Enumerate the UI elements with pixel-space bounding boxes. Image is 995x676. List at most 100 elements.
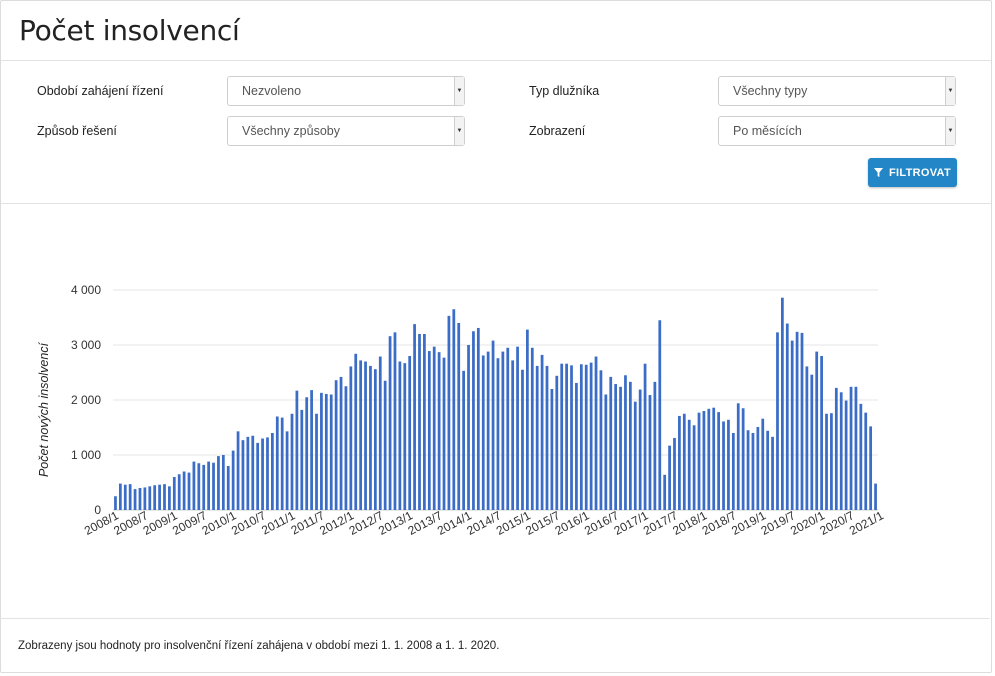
bar[interactable] — [491, 340, 495, 510]
bar[interactable] — [138, 488, 142, 510]
bar[interactable] — [221, 455, 225, 510]
bar[interactable] — [501, 351, 505, 510]
bar[interactable] — [128, 484, 132, 510]
bar[interactable] — [359, 360, 363, 510]
bar[interactable] — [285, 431, 289, 510]
bar[interactable] — [476, 327, 480, 510]
bar[interactable] — [697, 412, 701, 510]
bar[interactable] — [118, 483, 122, 510]
bar[interactable] — [550, 389, 554, 510]
bar[interactable] — [687, 419, 691, 510]
bar[interactable] — [462, 370, 465, 510]
bar[interactable] — [766, 430, 770, 510]
bar[interactable] — [545, 365, 549, 510]
bar[interactable] — [393, 332, 397, 510]
bar[interactable] — [584, 364, 588, 510]
bar[interactable] — [369, 365, 372, 510]
bar[interactable] — [785, 323, 789, 510]
bar[interactable] — [825, 413, 828, 510]
bar[interactable] — [364, 361, 367, 511]
bar[interactable] — [619, 386, 622, 510]
bar[interactable] — [692, 425, 696, 510]
bar[interactable] — [589, 362, 593, 510]
bar[interactable] — [202, 464, 206, 510]
bar[interactable] — [776, 332, 779, 510]
bar[interactable] — [148, 486, 152, 510]
bar[interactable] — [457, 323, 461, 510]
bar[interactable] — [599, 370, 603, 510]
bar[interactable] — [246, 436, 250, 510]
bar[interactable] — [168, 486, 171, 510]
bar[interactable] — [447, 315, 451, 510]
bar[interactable] — [261, 438, 264, 511]
bar[interactable] — [383, 380, 387, 510]
bar[interactable] — [834, 387, 838, 510]
bar[interactable] — [815, 351, 819, 510]
bar[interactable] — [643, 363, 647, 510]
display-select[interactable]: Po měsících ▼ — [718, 116, 956, 146]
bar[interactable] — [442, 357, 446, 510]
bar[interactable] — [565, 363, 568, 510]
period-select[interactable]: Nezvoleno ▼ — [227, 76, 465, 106]
bar[interactable] — [830, 413, 833, 510]
filter-button[interactable]: FILTROVAT — [868, 158, 957, 187]
bar[interactable] — [226, 466, 230, 510]
bar[interactable] — [849, 386, 853, 510]
bar[interactable] — [251, 435, 255, 510]
bar[interactable] — [290, 413, 294, 510]
bar[interactable] — [633, 401, 637, 510]
bar[interactable] — [800, 332, 804, 510]
bar[interactable] — [187, 472, 191, 510]
bar[interactable] — [158, 484, 161, 510]
bar[interactable] — [349, 366, 353, 510]
bar[interactable] — [555, 375, 559, 510]
bar[interactable] — [648, 395, 652, 510]
bar[interactable] — [673, 437, 676, 510]
bar[interactable] — [535, 365, 539, 510]
bar[interactable] — [624, 375, 627, 510]
bar[interactable] — [320, 392, 323, 510]
bar[interactable] — [305, 397, 309, 510]
bar[interactable] — [579, 364, 583, 510]
bar[interactable] — [790, 340, 794, 510]
bar[interactable] — [403, 363, 407, 510]
bar[interactable] — [486, 351, 490, 510]
bar[interactable] — [717, 412, 720, 510]
bar[interactable] — [114, 496, 117, 510]
bar[interactable] — [702, 411, 706, 510]
bar[interactable] — [418, 334, 421, 510]
bar[interactable] — [638, 389, 642, 510]
bar[interactable] — [192, 461, 196, 510]
bar[interactable] — [310, 390, 313, 510]
bar[interactable] — [324, 393, 328, 510]
bar[interactable] — [575, 382, 578, 510]
bar[interactable] — [751, 433, 755, 510]
bar[interactable] — [540, 354, 544, 510]
bar[interactable] — [212, 462, 215, 510]
bar[interactable] — [271, 433, 274, 510]
bar[interactable] — [839, 392, 843, 510]
bar[interactable] — [339, 376, 343, 510]
bar[interactable] — [437, 352, 441, 510]
bar[interactable] — [295, 390, 299, 510]
bar[interactable] — [256, 442, 260, 510]
bar[interactable] — [413, 324, 416, 510]
bar[interactable] — [472, 331, 475, 510]
bar[interactable] — [300, 409, 304, 510]
bar[interactable] — [668, 445, 671, 510]
bar[interactable] — [133, 489, 137, 510]
bar[interactable] — [795, 331, 799, 510]
bar[interactable] — [658, 320, 662, 510]
bar[interactable] — [506, 347, 510, 510]
bar[interactable] — [452, 309, 456, 510]
bar[interactable] — [859, 403, 863, 510]
bar[interactable] — [741, 408, 745, 510]
bar[interactable] — [182, 471, 186, 511]
bar[interactable] — [172, 477, 176, 510]
bar[interactable] — [570, 365, 573, 510]
resolution-select[interactable]: Všechny způsoby ▼ — [227, 116, 465, 146]
bar[interactable] — [275, 416, 279, 511]
bar[interactable] — [736, 403, 740, 510]
bar[interactable] — [594, 356, 598, 510]
bar[interactable] — [398, 361, 402, 511]
